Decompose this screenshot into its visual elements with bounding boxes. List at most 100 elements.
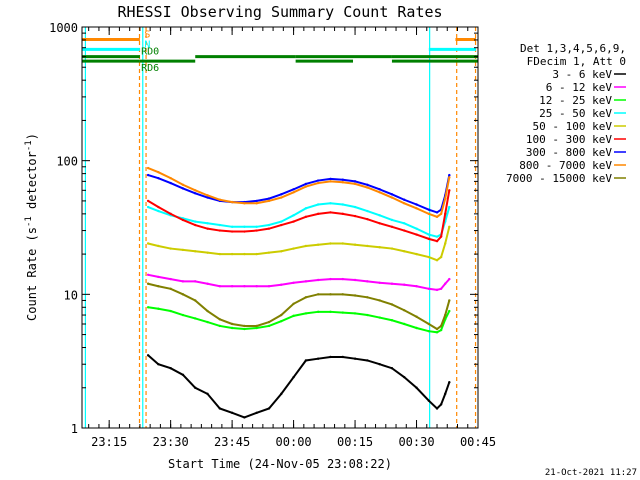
legend-entry: 6 - 12 keV <box>546 81 613 94</box>
x-tick-label: 00:45 <box>460 435 496 449</box>
series-point <box>181 187 185 190</box>
series-point <box>267 320 271 324</box>
series-point <box>316 243 320 246</box>
series-point <box>292 188 295 191</box>
legend-entry: 12 - 25 keV <box>539 94 612 107</box>
series-point <box>341 178 344 181</box>
series-point <box>157 209 160 213</box>
series-point <box>444 282 447 285</box>
series-point <box>218 252 222 256</box>
series-point <box>255 326 258 330</box>
series-point <box>378 363 381 366</box>
series-point <box>146 306 150 309</box>
series-point <box>403 250 406 253</box>
series-point <box>341 355 344 359</box>
axes: 1000 100 10 1 23:15 23:30 23:45 00:00 00:15 00:30… <box>49 21 496 449</box>
series-point <box>206 392 209 396</box>
flag-label: RD6 <box>141 63 159 74</box>
series-point <box>366 217 369 221</box>
legend-header: FDecim 1, Att 0 <box>527 55 626 68</box>
series-point <box>292 220 295 223</box>
series-point <box>304 280 308 283</box>
series-point <box>329 242 332 245</box>
series-point <box>146 199 150 203</box>
series-point <box>448 225 451 229</box>
series-point <box>169 247 172 250</box>
series-point <box>316 181 320 185</box>
series-point <box>448 299 451 302</box>
series-point <box>181 280 185 283</box>
series-point <box>439 212 443 216</box>
series-point <box>280 193 283 196</box>
series-point <box>218 324 222 328</box>
series-point <box>146 166 150 170</box>
series-point <box>329 277 332 281</box>
series-line <box>147 174 451 214</box>
series-point <box>427 255 431 259</box>
series-point <box>415 227 418 230</box>
series-point <box>427 287 431 291</box>
series-point <box>341 293 344 296</box>
series-point <box>230 230 234 233</box>
series-point <box>181 313 185 317</box>
series-point <box>292 191 295 194</box>
series-point <box>415 315 418 318</box>
series-point <box>366 313 369 317</box>
series-point <box>329 355 332 359</box>
series-point <box>243 327 246 331</box>
series-point <box>427 212 431 216</box>
legend-entry: 300 - 800 keV <box>526 146 612 159</box>
series-point <box>341 181 344 184</box>
series-point <box>146 273 150 277</box>
series-point <box>194 223 197 227</box>
series-point <box>243 324 246 328</box>
series-point <box>304 215 308 219</box>
series-point <box>353 182 357 186</box>
series-line <box>147 306 451 334</box>
series-point <box>341 242 344 245</box>
series-point <box>390 196 394 199</box>
series-point <box>403 375 406 379</box>
series-point <box>255 411 258 414</box>
legend-entry: 800 - 7000 keV <box>519 159 612 172</box>
series-point <box>435 259 439 262</box>
series-point <box>230 326 234 330</box>
series-point <box>194 189 197 192</box>
series-point <box>415 252 418 256</box>
series-point <box>194 317 197 320</box>
series-point <box>353 312 357 315</box>
ylabel-part: detector <box>25 151 39 216</box>
series-point <box>267 407 271 410</box>
series-point <box>403 322 406 326</box>
x-tick-label: 23:45 <box>214 435 250 449</box>
chart-title: RHESSI Observing Summary Count Rates <box>117 3 442 21</box>
ylabel-part: ) <box>25 133 39 140</box>
series-point <box>206 320 209 324</box>
series-point <box>218 407 222 410</box>
series-point <box>366 183 369 186</box>
series-point <box>427 329 431 333</box>
series-point <box>304 296 308 299</box>
series-point <box>329 211 332 214</box>
series-point <box>255 225 258 229</box>
series-point <box>292 214 295 217</box>
series-point <box>341 212 344 216</box>
series-point <box>439 235 443 238</box>
series-point <box>146 173 150 177</box>
series-point <box>390 218 394 222</box>
series-point <box>267 227 271 230</box>
series-line <box>147 282 451 331</box>
y-tick-label: 100 <box>56 155 78 169</box>
series-point <box>427 233 431 236</box>
series-point <box>329 177 332 181</box>
series-point <box>353 278 357 282</box>
series-point <box>243 202 246 205</box>
series-point <box>378 214 381 217</box>
series-point <box>435 215 439 219</box>
series-point <box>169 309 172 313</box>
series-point <box>448 277 451 281</box>
series-point <box>378 246 381 249</box>
series-point <box>444 212 447 216</box>
series-point <box>194 220 197 223</box>
series-point <box>181 248 185 252</box>
